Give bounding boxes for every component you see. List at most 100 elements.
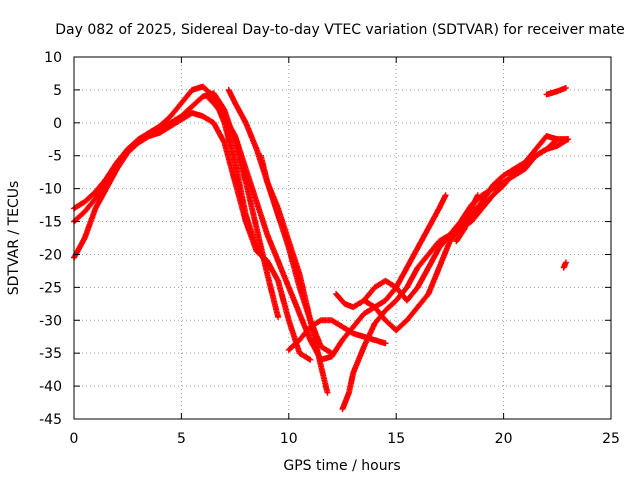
data-point	[427, 267, 430, 269]
data-point	[363, 346, 365, 348]
data-point	[84, 201, 86, 203]
data-point	[180, 118, 182, 121]
data-point	[326, 392, 329, 394]
x-tick-label: 0	[70, 431, 79, 447]
data-point	[298, 339, 301, 341]
data-point	[94, 197, 97, 200]
data-point	[266, 181, 268, 183]
y-tick-label: -45	[39, 412, 62, 428]
data-point	[427, 293, 430, 295]
data-point	[363, 313, 365, 315]
data-point	[567, 138, 569, 140]
data-point	[170, 115, 172, 117]
data-point	[427, 253, 430, 256]
data-point	[202, 115, 204, 117]
data-point	[374, 306, 376, 308]
data-point	[363, 336, 365, 338]
data-point	[470, 207, 472, 209]
data-point	[395, 329, 397, 331]
grid	[74, 57, 611, 419]
series-layer	[71, 83, 571, 413]
data-point	[352, 332, 354, 335]
data-point	[477, 194, 479, 196]
data-point	[309, 319, 311, 321]
data-point	[464, 227, 466, 229]
data-point	[223, 115, 225, 117]
data-point	[384, 280, 387, 282]
data-point	[417, 247, 419, 249]
data-point	[363, 299, 365, 302]
data-point	[288, 319, 290, 321]
data-point	[213, 102, 215, 104]
data-point	[481, 207, 483, 209]
data-point	[228, 89, 230, 91]
data-point	[202, 86, 204, 88]
data-point	[234, 161, 236, 163]
data-point	[438, 207, 440, 209]
data-point	[470, 220, 472, 223]
data-point	[180, 102, 182, 104]
data-point	[245, 168, 247, 170]
data-point	[556, 138, 558, 140]
data-point	[460, 220, 462, 223]
data-point	[503, 174, 505, 177]
data-point	[406, 286, 408, 288]
data-point	[116, 161, 118, 163]
data-point	[374, 286, 376, 288]
data-point	[255, 201, 258, 203]
data-point	[266, 273, 268, 275]
data-points	[204, 93, 449, 363]
data-point	[556, 145, 558, 147]
data-point	[159, 125, 161, 127]
data-point	[524, 165, 526, 167]
data-point	[406, 267, 408, 269]
data-point	[341, 408, 344, 410]
data-point	[374, 322, 376, 325]
data-point	[563, 267, 565, 269]
x-tick-label: 20	[495, 431, 513, 447]
data-point	[105, 188, 107, 190]
data-point	[213, 122, 215, 124]
data-point	[481, 201, 483, 203]
y-tick-label: -15	[39, 215, 62, 231]
data-point	[234, 135, 236, 137]
data-point	[127, 148, 129, 150]
data-point	[535, 148, 537, 150]
data-point	[105, 178, 107, 180]
data-point	[206, 95, 208, 98]
data-point	[331, 352, 333, 354]
data-point	[84, 237, 86, 239]
data-point	[545, 135, 548, 137]
data-point	[288, 240, 290, 242]
y-tick-label: 5	[53, 83, 62, 99]
data-point	[223, 141, 225, 144]
data-point	[438, 240, 440, 242]
data-point	[266, 234, 268, 236]
data-point	[277, 280, 279, 282]
data-point	[374, 339, 376, 341]
data-points	[543, 84, 569, 98]
data-point	[565, 87, 567, 89]
x-axis-label: GPS time / hours	[283, 458, 400, 474]
data-point	[406, 319, 408, 321]
data-point	[245, 181, 247, 183]
data-point	[513, 171, 515, 173]
y-tick-label: -30	[39, 313, 62, 329]
x-tick-label: 10	[280, 431, 298, 447]
data-point	[455, 240, 457, 242]
data-point	[266, 260, 268, 262]
data-point	[352, 306, 354, 308]
data-point	[341, 326, 344, 328]
x-tick-label: 5	[177, 431, 186, 447]
series-track-m	[453, 192, 481, 245]
data-point	[159, 132, 161, 134]
data-points	[560, 259, 569, 271]
data-point	[556, 90, 558, 92]
data-point	[352, 326, 354, 328]
series-track-c	[71, 109, 314, 363]
data-point	[406, 299, 408, 302]
data-point	[417, 267, 419, 269]
data-point	[344, 303, 346, 305]
